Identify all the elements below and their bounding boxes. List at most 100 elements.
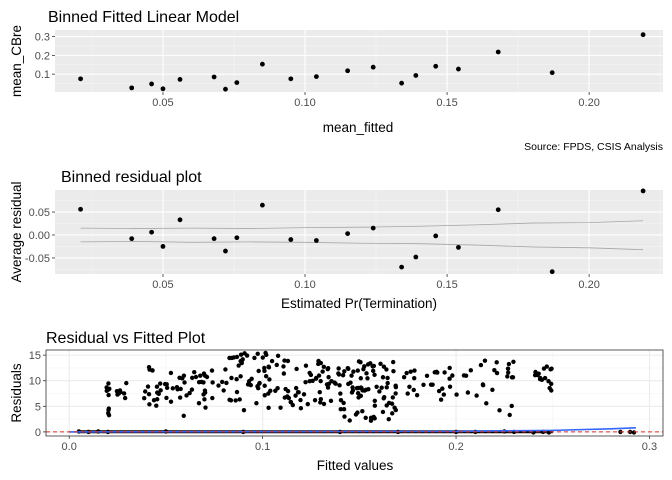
data-point [203,405,208,410]
data-point [399,80,405,86]
data-point [328,398,334,404]
data-point [160,244,166,249]
data-point [154,403,159,408]
data-point [189,387,195,392]
data-point [495,207,501,213]
data-point [210,380,215,385]
data-point [121,391,127,396]
data-point [505,370,511,375]
data-point [147,402,152,407]
y-tick-label: 0 [35,427,41,439]
data-point [106,406,112,411]
grid-lines [46,350,663,436]
data-point [229,375,234,381]
data-point [370,368,376,374]
data-point [174,385,180,390]
data-point [321,364,327,370]
data-point [244,353,250,358]
data-point [430,382,435,387]
data-point [273,388,278,393]
data-point [548,367,553,372]
plot-background [55,30,663,92]
data-point [115,392,120,397]
data-point [150,368,155,373]
data-point [355,390,361,396]
data-point [370,64,376,70]
data-point [164,385,170,391]
data-point [505,374,510,379]
data-point [359,385,364,391]
data-point [438,397,444,402]
data-point [146,392,152,397]
data-point [168,370,174,376]
data-point [168,399,174,404]
data-point [354,386,360,391]
y-axis-ticks: -0.05 0.00 0.05 [25,207,55,265]
data-point [494,370,500,376]
data-point [447,376,452,381]
data-point [313,74,319,79]
data-point [201,380,206,385]
data-point [405,391,410,396]
data-point [435,370,440,375]
data-point [374,384,379,389]
data-point [255,351,260,356]
data-point [640,188,646,194]
data-point [411,387,416,393]
data-point [196,400,202,406]
data-point [164,395,169,401]
data-point [386,416,391,422]
data-point [143,389,148,394]
panel-residual-vs-fitted: Residual vs Fitted Plot 0.0 0.1 0.2 0.3 0 5 1… [9,330,664,473]
y-axis-ticks: 0 5 10 15 [29,350,46,439]
data-point [262,393,267,398]
data-point [196,379,202,385]
data-point [158,381,163,386]
data-point [78,206,83,212]
data-point [260,61,265,67]
data-point [238,352,244,357]
y-tick-label: 0.00 [29,230,50,242]
data-point [320,369,325,374]
data-point [211,236,217,242]
data-point [372,372,377,378]
plot-border [45,349,664,437]
data-point [342,414,347,419]
data-point [318,400,323,405]
data-point [465,390,471,395]
chart-title: Binned Fitted Linear Model [48,9,239,26]
grid-lines [55,30,663,92]
data-point [440,386,445,391]
data-point [260,202,265,208]
data-point [285,358,291,364]
data-point [145,384,151,389]
data-point [336,372,342,377]
data-point [401,374,407,380]
x-axis-label: Estimated Pr(Termination) [281,296,437,311]
data-point [484,401,489,406]
x-tick-label: 0.1 [255,441,270,453]
data-point [325,366,330,372]
data-point [190,375,195,381]
data-point [385,380,390,386]
data-point [293,385,299,391]
data-point [318,396,324,402]
data-point [285,394,290,399]
data-points [78,188,646,275]
data-point [155,390,160,395]
data-point [192,369,197,375]
data-point [298,397,303,403]
data-point [245,382,251,387]
data-point [362,364,367,369]
data-point [129,236,135,242]
x-axis-label: mean_fitted [323,120,394,135]
data-point [158,388,163,393]
data-points [78,32,646,92]
data-point [547,385,552,391]
x-tick-label: 0.05 [152,279,173,291]
data-point [234,376,239,382]
data-point [424,373,430,378]
data-point [216,383,221,388]
data-point [269,358,275,364]
data-point [480,382,486,387]
